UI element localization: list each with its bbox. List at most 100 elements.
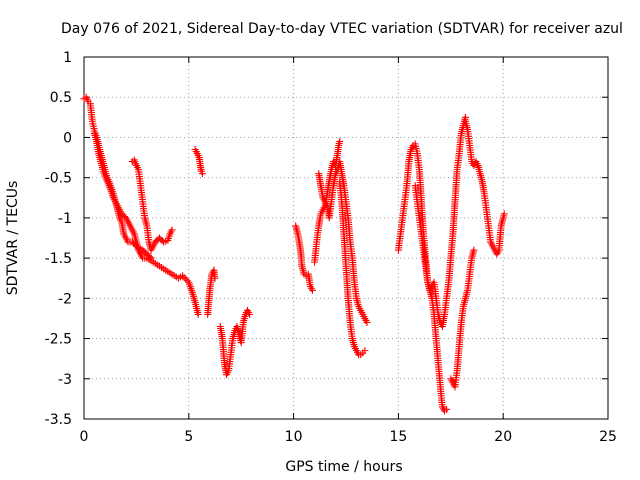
data-point-marker xyxy=(482,204,490,212)
data-point-marker xyxy=(439,405,447,413)
data-point xyxy=(198,170,206,178)
data-point-marker xyxy=(191,296,199,304)
data-point-marker xyxy=(167,228,175,236)
data-point-marker xyxy=(440,312,448,320)
data-point-marker xyxy=(352,292,360,300)
data-point-marker xyxy=(141,254,149,262)
data-point-marker xyxy=(358,308,366,316)
x-tick-label: 10 xyxy=(285,429,303,445)
data-point-marker xyxy=(318,208,326,216)
data-point-marker xyxy=(396,232,404,240)
series-arc-j xyxy=(394,140,451,415)
data-point-marker xyxy=(193,304,201,312)
y-tick-label: 0 xyxy=(63,130,72,146)
y-tick-label: 1 xyxy=(63,50,72,66)
data-point-marker xyxy=(467,256,475,264)
data-point-marker xyxy=(142,220,150,228)
data-point-marker xyxy=(476,168,484,176)
data-point-marker xyxy=(157,235,165,243)
data-point-marker xyxy=(398,216,406,224)
data-point-marker xyxy=(348,332,356,340)
data-point-marker xyxy=(465,272,473,280)
series-arc-c xyxy=(191,146,206,178)
data-point-marker xyxy=(194,308,202,316)
data-point-marker xyxy=(327,200,335,208)
data-point-marker xyxy=(469,248,477,256)
y-tick-label: -1 xyxy=(58,211,72,227)
data-point-marker xyxy=(423,276,431,284)
data-point-marker xyxy=(478,176,486,184)
x-tick-label: 5 xyxy=(184,429,193,445)
data-point-marker xyxy=(226,353,234,361)
data-point-marker xyxy=(463,288,471,296)
data-point-marker xyxy=(473,160,481,168)
data-point-marker xyxy=(211,272,219,280)
data-point-marker xyxy=(119,228,127,236)
series-arc-f xyxy=(292,222,316,294)
data-point-marker xyxy=(448,377,456,385)
series-arc-b xyxy=(128,156,176,254)
data-point-marker xyxy=(148,244,156,252)
series-arc-l xyxy=(447,246,478,391)
data-point-marker xyxy=(125,220,133,228)
data-point-marker xyxy=(463,123,471,131)
data-point-marker xyxy=(306,280,314,288)
data-point-marker xyxy=(335,139,343,147)
data-point-marker xyxy=(421,260,429,268)
data-point-marker xyxy=(133,164,141,172)
data-point-marker xyxy=(500,212,508,220)
chart-title: Day 076 of 2021, Sidereal Day-to-day VTE… xyxy=(61,21,623,37)
y-tick-label: -3 xyxy=(58,372,72,388)
data-point-marker xyxy=(334,144,342,151)
data-point-marker xyxy=(138,196,146,204)
data-point-marker xyxy=(354,300,362,308)
series-arc-d xyxy=(204,266,219,318)
data-point-marker xyxy=(92,135,100,143)
data-point-marker xyxy=(442,297,450,305)
y-tick-label: -2 xyxy=(58,291,72,307)
data-point-marker xyxy=(413,196,421,204)
data-point-marker xyxy=(494,248,502,256)
data-point-marker xyxy=(300,268,308,276)
data-point-marker xyxy=(197,165,205,173)
data-point-marker xyxy=(362,316,370,324)
data-point-marker xyxy=(497,224,505,232)
series-arc-i xyxy=(336,178,369,359)
data-point-marker xyxy=(166,269,174,277)
data-point-marker xyxy=(461,296,469,304)
data-point-marker xyxy=(245,308,253,316)
data-points xyxy=(80,93,508,415)
data-point-marker xyxy=(333,152,341,160)
data-point-marker xyxy=(459,305,467,313)
x-tick-label: 20 xyxy=(494,429,512,445)
data-point-marker xyxy=(419,244,427,252)
data-point-marker xyxy=(196,160,204,168)
axis-ticks: 0 5 10 15 20 25 -3.5 -3 -2.5 -2 -1.5 -1 -0.5 0 0.5 1 xyxy=(45,50,617,445)
data-point-marker xyxy=(465,139,473,147)
data-point-marker xyxy=(432,292,440,300)
data-point-marker xyxy=(354,349,362,357)
series-arc-a1 xyxy=(80,93,155,262)
data-point-marker xyxy=(88,115,96,123)
data-point-marker xyxy=(119,211,127,219)
data-point-marker xyxy=(486,236,494,244)
series-arc-k xyxy=(411,113,469,330)
data-point-marker xyxy=(316,180,324,188)
data-point-marker xyxy=(427,284,435,292)
data-point-marker xyxy=(192,148,200,156)
data-point-marker xyxy=(112,200,120,208)
plot-frame xyxy=(83,56,609,420)
series-arc-a2 xyxy=(90,129,202,318)
data-point-marker xyxy=(467,155,475,163)
data-point-marker xyxy=(408,144,416,151)
data-point-marker xyxy=(407,148,415,156)
data-point-marker xyxy=(413,147,421,155)
data-point-marker xyxy=(320,196,328,204)
data-point-marker xyxy=(480,188,488,196)
data-point-marker xyxy=(360,312,368,320)
data-point-marker xyxy=(351,345,359,353)
data-point-marker xyxy=(126,238,134,246)
data-point-marker xyxy=(434,308,442,316)
x-tick-label: 0 xyxy=(80,429,89,445)
data-point-marker xyxy=(293,228,301,236)
